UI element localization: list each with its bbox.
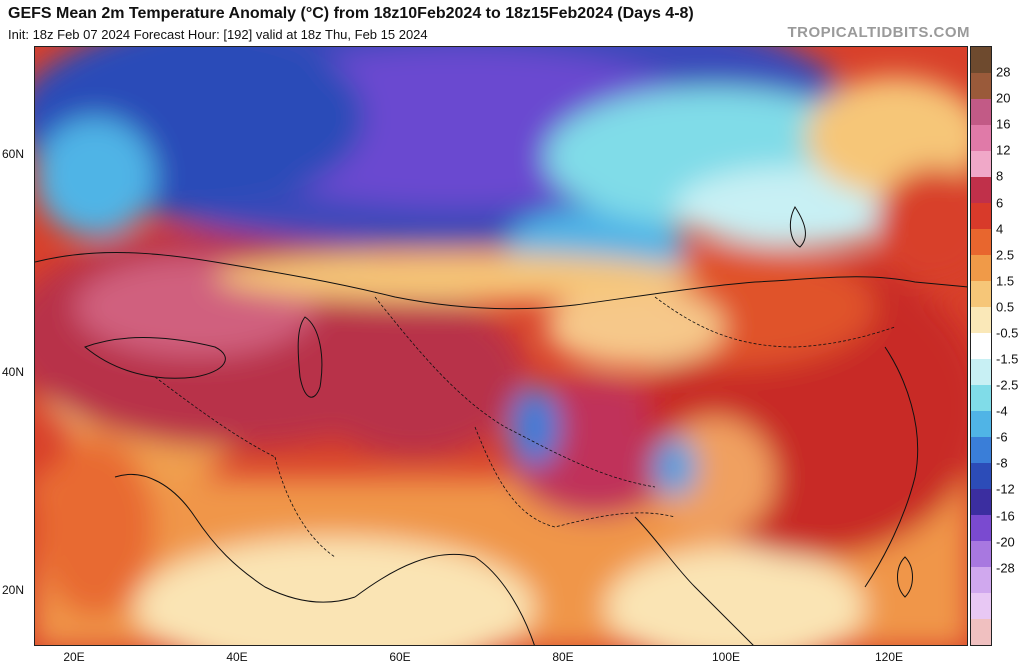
colorbar-segment — [971, 411, 991, 437]
colorbar-segment — [971, 203, 991, 229]
map-subtitle: Init: 18z Feb 07 2024 Forecast Hour: [19… — [8, 27, 428, 42]
colorbar-segment — [971, 255, 991, 281]
colorbar-label: 8 — [996, 168, 1004, 184]
colorbar-label: 1.5 — [996, 273, 1015, 289]
lon-label-20e: 20E — [63, 650, 85, 664]
colorbar-segment — [971, 541, 991, 567]
colorbar-label: -20 — [996, 534, 1015, 550]
colorbar-segment — [971, 229, 991, 255]
colorbar — [970, 46, 992, 646]
colorbar-label: 0.5 — [996, 299, 1015, 315]
temperature-anomaly-map — [34, 46, 968, 646]
colorbar-label: 4 — [996, 221, 1004, 237]
colorbar-segment — [971, 515, 991, 541]
colorbar-segment — [971, 73, 991, 99]
lon-label-100e: 100E — [711, 650, 741, 664]
colorbar-label: 20 — [996, 90, 1011, 106]
colorbar-label: -1.5 — [996, 351, 1019, 367]
colorbar-label: 6 — [996, 195, 1004, 211]
lon-label-120e: 120E — [874, 650, 904, 664]
anomaly-field — [35, 47, 967, 645]
colorbar-segment — [971, 437, 991, 463]
colorbar-label: -0.5 — [996, 325, 1019, 341]
colorbar-segment — [971, 307, 991, 333]
lon-label-80e: 80E — [552, 650, 574, 664]
colorbar-label: -2.5 — [996, 377, 1019, 393]
colorbar-label: -8 — [996, 455, 1008, 471]
brand-watermark[interactable]: TROPICALTIDBITS.COM — [787, 24, 970, 41]
colorbar-segment — [971, 177, 991, 203]
map-title: GEFS Mean 2m Temperature Anomaly (°C) fr… — [8, 5, 694, 22]
colorbar-label: 2.5 — [996, 247, 1015, 263]
lat-label-20n: 20N — [2, 583, 25, 597]
colorbar-segment — [971, 385, 991, 411]
colorbar-label: 12 — [996, 142, 1011, 158]
colorbar-segment — [971, 619, 991, 645]
colorbar-segment — [971, 567, 991, 593]
colorbar-segment — [971, 47, 991, 73]
colorbar-segment — [971, 151, 991, 177]
colorbar-segment — [971, 463, 991, 489]
colorbar-label: -16 — [996, 508, 1015, 524]
colorbar-label: -12 — [996, 481, 1015, 497]
country-borders — [154, 296, 896, 558]
colorbar-label: 28 — [996, 64, 1011, 80]
colorbar-segment — [971, 489, 991, 515]
lat-label-60n: 60N — [2, 147, 25, 161]
colorbar-segment — [971, 125, 991, 151]
colorbar-segment — [971, 333, 991, 359]
colorbar-segment — [971, 99, 991, 125]
map-canvas — [35, 47, 967, 645]
coastlines — [35, 206, 967, 645]
colorbar-label: -28 — [996, 560, 1015, 576]
lat-label-40n: 40N — [2, 365, 25, 379]
colorbar-segment — [971, 593, 991, 619]
colorbar-segment — [971, 281, 991, 307]
colorbar-label: -4 — [996, 403, 1008, 419]
colorbar-segment — [971, 359, 991, 385]
lon-label-60e: 60E — [389, 650, 411, 664]
colorbar-label: -6 — [996, 429, 1008, 445]
lon-label-40e: 40E — [226, 650, 248, 664]
colorbar-label: 16 — [996, 116, 1011, 132]
